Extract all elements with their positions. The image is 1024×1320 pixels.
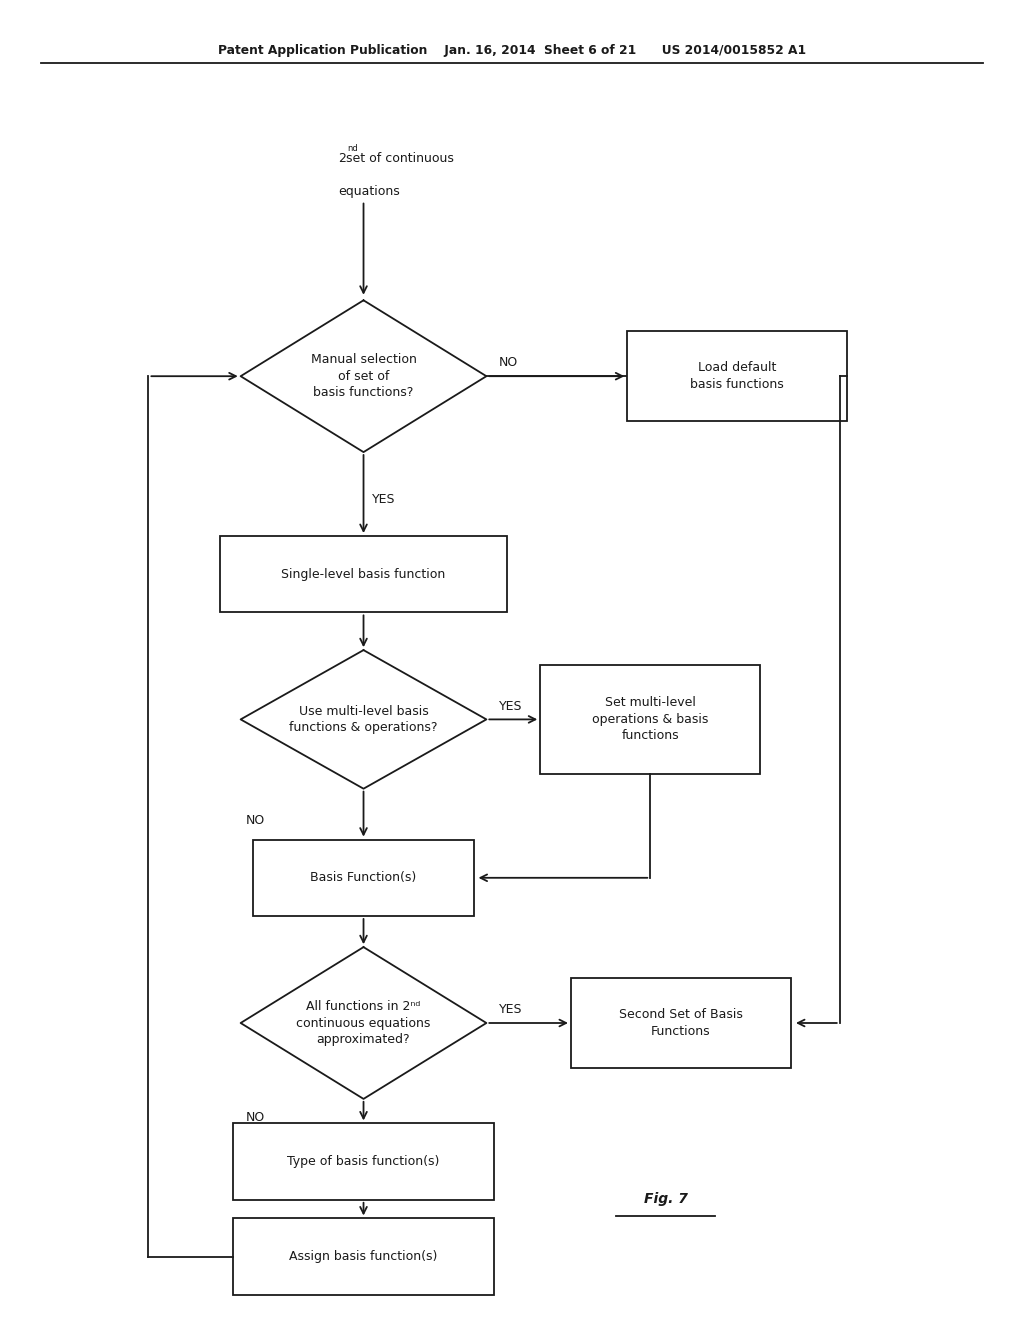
Text: nd: nd xyxy=(347,144,357,153)
Text: Fig. 7: Fig. 7 xyxy=(644,1192,687,1205)
Text: set of continuous: set of continuous xyxy=(338,152,454,165)
Text: NO: NO xyxy=(499,356,518,370)
Bar xyxy=(571,978,791,1068)
Text: Load default
basis functions: Load default basis functions xyxy=(690,362,784,391)
Bar xyxy=(254,840,473,916)
Bar xyxy=(541,665,760,774)
Text: 2: 2 xyxy=(338,152,346,165)
Text: NO: NO xyxy=(246,813,265,826)
Text: NO: NO xyxy=(246,1110,265,1123)
Polygon shape xyxy=(241,948,486,1098)
Text: YES: YES xyxy=(499,700,522,713)
Polygon shape xyxy=(241,301,486,451)
Text: All functions in 2ⁿᵈ
continuous equations
approximated?: All functions in 2ⁿᵈ continuous equation… xyxy=(296,1001,431,1045)
Text: Basis Function(s): Basis Function(s) xyxy=(310,871,417,884)
Text: Patent Application Publication    Jan. 16, 2014  Sheet 6 of 21      US 2014/0015: Patent Application Publication Jan. 16, … xyxy=(218,44,806,57)
Text: YES: YES xyxy=(499,1003,522,1016)
Text: Type of basis function(s): Type of basis function(s) xyxy=(288,1155,439,1168)
Text: Second Set of Basis
Functions: Second Set of Basis Functions xyxy=(620,1008,742,1038)
Text: Assign basis function(s): Assign basis function(s) xyxy=(290,1250,437,1263)
Text: Manual selection
of set of
basis functions?: Manual selection of set of basis functio… xyxy=(310,354,417,399)
Bar xyxy=(232,1218,494,1295)
Text: Use multi-level basis
functions & operations?: Use multi-level basis functions & operat… xyxy=(289,705,438,734)
Text: YES: YES xyxy=(372,494,395,507)
Bar xyxy=(220,536,507,612)
Text: equations: equations xyxy=(338,185,399,198)
Text: Set multi-level
operations & basis
functions: Set multi-level operations & basis funct… xyxy=(592,697,709,742)
Polygon shape xyxy=(241,649,486,788)
Text: Single-level basis function: Single-level basis function xyxy=(282,568,445,581)
Bar xyxy=(627,331,847,421)
Bar xyxy=(232,1123,494,1200)
